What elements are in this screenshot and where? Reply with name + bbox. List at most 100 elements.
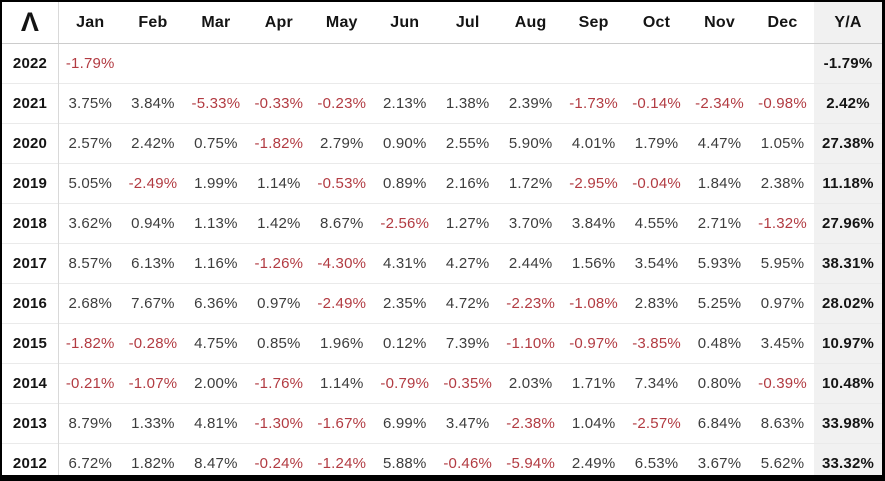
- monthly-return-cell: -0.79%: [373, 363, 437, 404]
- monthly-return-cell: 8.63%: [750, 403, 814, 444]
- monthly-return-cell: -1.26%: [247, 243, 311, 284]
- monthly-return-cell: 1.56%: [562, 243, 626, 284]
- monthly-return-cell: -0.53%: [310, 163, 374, 204]
- monthly-return-cell: [247, 44, 310, 84]
- monthly-return-cell: [184, 44, 247, 84]
- monthly-return-cell: 1.42%: [247, 203, 311, 244]
- monthly-return-cell: -2.49%: [310, 283, 374, 324]
- monthly-return-cell: -0.23%: [310, 83, 374, 124]
- lambda-logo-icon: Λ: [2, 2, 59, 44]
- monthly-return-cell: 3.45%: [750, 323, 814, 364]
- year-label: 2019: [2, 163, 59, 204]
- yearly-return-cell: 27.96%: [814, 203, 882, 244]
- year-label: 2014: [2, 363, 59, 404]
- monthly-return-cell: -1.24%: [310, 443, 374, 475]
- monthly-return-cell: 8.57%: [58, 243, 122, 284]
- monthly-return-cell: -5.33%: [184, 83, 248, 124]
- monthly-return-cell: 0.80%: [688, 363, 751, 404]
- monthly-return-cell: 6.99%: [373, 403, 437, 444]
- monthly-return-cell: 5.88%: [373, 443, 437, 475]
- monthly-return-cell: 8.67%: [310, 203, 374, 244]
- monthly-return-cell: 4.75%: [184, 323, 248, 364]
- monthly-return-cell: 1.79%: [625, 123, 689, 164]
- monthly-return-cell: 5.05%: [58, 163, 122, 204]
- monthly-return-cell: 0.89%: [373, 163, 437, 204]
- year-row-2019: 2019 5.05% -2.49% 1.99% 1.14% -0.53% 0.89% 2.16…: [2, 163, 882, 204]
- monthly-return-cell: [373, 44, 436, 84]
- monthly-return-cell: [625, 44, 688, 84]
- monthly-return-cell: 0.12%: [373, 323, 437, 364]
- monthly-return-cell: 6.36%: [184, 283, 248, 324]
- year-row-2015: 2015 -1.82% -0.28% 4.75% 0.85% 1.96% 0.12% 7.39…: [2, 323, 882, 364]
- monthly-return-cell: 1.14%: [247, 163, 311, 204]
- yearly-return-cell: 28.02%: [814, 283, 882, 324]
- monthly-return-cell: 1.71%: [562, 363, 626, 404]
- column-header-jun: Jun: [373, 2, 437, 44]
- year-label: 2012: [2, 443, 59, 475]
- monthly-return-cell: 4.01%: [562, 123, 626, 164]
- column-header-jul: Jul: [436, 2, 500, 44]
- year-row-2022: 2022 -1.79% -1.79%: [2, 43, 882, 84]
- year-row-2018: 2018 3.62% 0.94% 1.13% 1.42% 8.67% -2.56% 1.27%…: [2, 203, 882, 244]
- monthly-return-cell: -1.82%: [247, 123, 311, 164]
- year-label: 2016: [2, 283, 59, 324]
- monthly-return-cell: 3.84%: [121, 83, 185, 124]
- monthly-return-cell: 2.16%: [436, 163, 500, 204]
- column-header-ya: Y/A: [814, 2, 882, 44]
- monthly-return-cell: 2.83%: [625, 283, 689, 324]
- monthly-return-cell: 6.13%: [121, 243, 185, 284]
- monthly-return-cell: 2.39%: [499, 83, 563, 124]
- monthly-return-cell: 6.72%: [58, 443, 122, 475]
- year-label: 2017: [2, 243, 59, 284]
- year-row-2012: 2012 6.72% 1.82% 8.47% -0.24% -1.24% 5.88% -0.4…: [2, 443, 882, 475]
- column-header-may: May: [310, 2, 374, 44]
- monthly-return-cell: 1.84%: [688, 163, 751, 204]
- yearly-return-cell: 27.38%: [814, 123, 882, 164]
- monthly-return-cell: 4.47%: [688, 123, 751, 164]
- monthly-return-cell: 0.48%: [688, 323, 751, 364]
- column-header-sep: Sep: [562, 2, 626, 44]
- year-label: 2022: [2, 43, 59, 84]
- monthly-return-cell: -1.07%: [121, 363, 185, 404]
- monthly-return-cell: -1.10%: [499, 323, 563, 364]
- monthly-return-cell: -1.82%: [58, 323, 122, 364]
- monthly-return-cell: 2.42%: [121, 123, 185, 164]
- monthly-return-cell: -0.39%: [750, 363, 814, 404]
- column-header-apr: Apr: [247, 2, 311, 44]
- monthly-return-cell: 7.39%: [436, 323, 500, 364]
- monthly-return-cell: 1.16%: [184, 243, 248, 284]
- monthly-return-cell: -2.34%: [688, 83, 751, 124]
- monthly-return-cell: -0.98%: [750, 83, 814, 124]
- monthly-return-cell: -1.32%: [750, 203, 814, 244]
- monthly-return-cell: -0.28%: [121, 323, 185, 364]
- monthly-return-cell: 2.71%: [688, 203, 751, 244]
- monthly-return-cell: -0.21%: [58, 363, 122, 404]
- monthly-return-cell: -2.56%: [373, 203, 437, 244]
- monthly-return-cell: -3.85%: [625, 323, 689, 364]
- monthly-return-cell: 1.27%: [436, 203, 500, 244]
- monthly-return-cell: 2.03%: [499, 363, 563, 404]
- yearly-return-cell: 11.18%: [814, 163, 882, 204]
- monthly-return-cell: -2.23%: [499, 283, 563, 324]
- monthly-return-cell: -2.95%: [562, 163, 626, 204]
- monthly-return-cell: 0.75%: [184, 123, 248, 164]
- monthly-return-cell: [562, 44, 625, 84]
- monthly-return-cell: -2.38%: [499, 403, 563, 444]
- monthly-return-cell: 0.85%: [247, 323, 311, 364]
- monthly-return-cell: [499, 44, 562, 84]
- monthly-return-cell: -0.46%: [436, 443, 500, 475]
- monthly-return-cell: 2.35%: [373, 283, 437, 324]
- monthly-return-cell: 5.90%: [499, 123, 563, 164]
- monthly-return-cell: 3.67%: [688, 443, 751, 475]
- yearly-return-cell: 2.42%: [814, 83, 882, 124]
- column-header-aug: Aug: [499, 2, 563, 44]
- monthly-return-cell: [436, 44, 499, 84]
- monthly-return-cell: -1.67%: [310, 403, 374, 444]
- monthly-return-cell: 0.97%: [247, 283, 311, 324]
- monthly-return-cell: 2.49%: [562, 443, 626, 475]
- monthly-return-cell: 3.62%: [58, 203, 122, 244]
- monthly-return-cell: 4.72%: [436, 283, 500, 324]
- monthly-return-cell: -5.94%: [499, 443, 563, 475]
- monthly-return-cell: -0.04%: [625, 163, 689, 204]
